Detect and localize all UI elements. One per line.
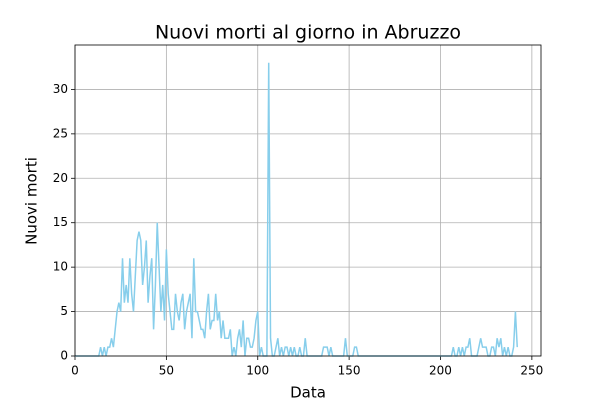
y-tick-label: 20: [53, 171, 68, 185]
chart-title: Nuovi morti al giorno in Abruzzo: [155, 22, 461, 44]
y-tick-label: 5: [60, 304, 68, 318]
x-tick-label: 0: [71, 364, 79, 378]
x-axis-label: Data: [290, 384, 326, 400]
x-tick-label: 150: [338, 364, 361, 378]
x-tick-label: 250: [520, 364, 543, 378]
y-tick-label: 30: [53, 82, 68, 96]
x-tick-label: 100: [246, 364, 269, 378]
data-line: [75, 62, 518, 357]
x-tick-label: 200: [429, 364, 452, 378]
y-tick-label: 15: [53, 215, 68, 229]
y-tick-label: 10: [53, 260, 68, 274]
plot-frame: [74, 44, 542, 357]
y-tick-label: 25: [53, 126, 68, 140]
x-tick-label: 50: [159, 364, 174, 378]
y-tick-label: 0: [60, 349, 68, 363]
y-axis-label: Nuovi morti: [23, 157, 41, 245]
